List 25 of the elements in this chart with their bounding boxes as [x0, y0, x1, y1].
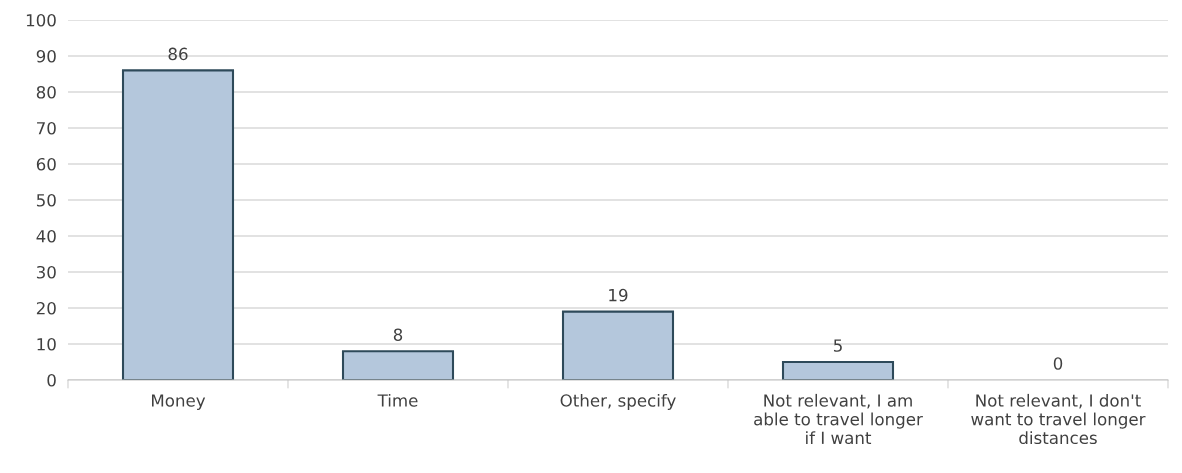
y-tick-label: 90 — [36, 49, 56, 63]
x-tick-label: Money — [152, 394, 206, 411]
y-tick-label: 50 — [36, 193, 56, 207]
data-label: 86 — [168, 47, 188, 61]
bar — [561, 310, 675, 380]
y-tick-label: 60 — [36, 157, 56, 171]
data-label: 19 — [609, 288, 628, 302]
x-tick-label: Not relevant, I don't want to travel longer distances — [971, 393, 1146, 445]
x-tick-label: Not relevant, I am able to travel longer if I want — [754, 393, 923, 445]
y-tick-label: 80 — [36, 85, 56, 99]
y-tick-label: 0 — [47, 373, 56, 387]
y-tick-label: 20 — [36, 301, 56, 315]
y-tick-label: 40 — [36, 229, 56, 243]
x-tick-label: Other, specify — [560, 393, 676, 411]
y-tick-label: 10 — [37, 337, 56, 351]
y-tick-label: 70 — [37, 121, 56, 135]
bar — [781, 360, 895, 380]
data-label: 0 — [1053, 357, 1063, 370]
y-tick-label: 30 — [36, 265, 56, 279]
x-tick-label: Time — [377, 393, 418, 407]
y-tick-label: 100 — [26, 13, 56, 27]
bar — [121, 69, 235, 380]
data-label: 8 — [393, 328, 403, 342]
data-label: 5 — [833, 339, 842, 352]
bar — [341, 350, 455, 380]
